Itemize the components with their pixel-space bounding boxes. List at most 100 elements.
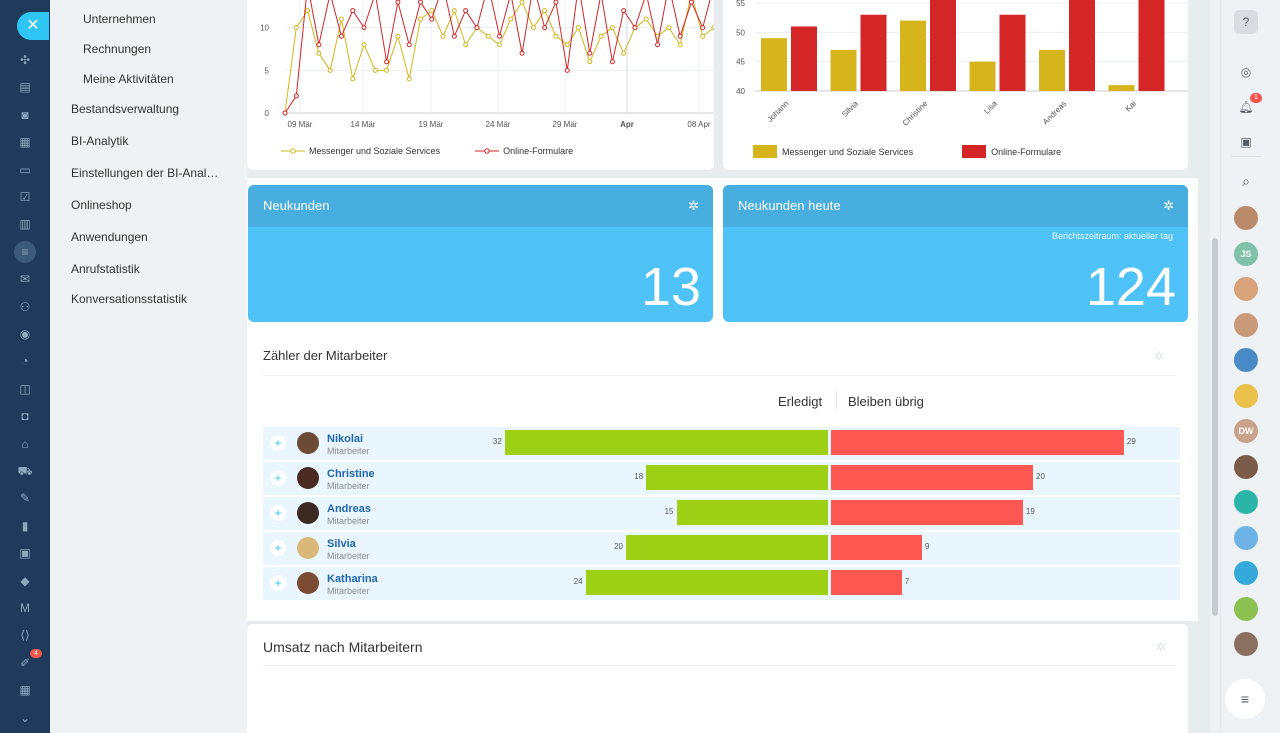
group-avatar[interactable]	[1234, 312, 1258, 337]
group-avatar[interactable]	[1234, 525, 1258, 550]
done-bar[interactable]	[646, 465, 828, 490]
employee-name[interactable]: Andreas	[327, 503, 372, 515]
group-icon[interactable]: ⚇	[19, 299, 31, 314]
menu-item[interactable]: Meine Aktivitäten	[83, 72, 174, 86]
user-avatar[interactable]	[1234, 206, 1258, 230]
calendar-icon[interactable]: ▦	[19, 135, 31, 150]
user-avatar-js[interactable]: JS	[1234, 241, 1258, 266]
bell-icon[interactable]: 🔔︎	[1238, 100, 1254, 114]
expand-button[interactable]: +	[270, 470, 286, 486]
search-icon[interactable]: ⌕	[1242, 173, 1250, 189]
data-point	[576, 25, 582, 31]
more-icon[interactable]: ⌄	[19, 710, 31, 725]
column-header-done: Erledigt	[778, 394, 823, 409]
robot-icon[interactable]: ◘	[21, 409, 29, 424]
code-icon[interactable]: ⟨⟩	[20, 628, 30, 643]
remaining-bar[interactable]	[831, 535, 922, 560]
x-tick-label: 08 Apr	[687, 120, 710, 129]
chat-avatar[interactable]	[1234, 490, 1258, 514]
target-icon[interactable]: ◉	[19, 327, 31, 341]
box-icon[interactable]: ◆	[20, 573, 30, 588]
menu-item[interactable]: Onlineshop	[71, 198, 132, 212]
chat-icon[interactable]: ◙	[21, 107, 29, 122]
employee-name[interactable]: Silvia	[327, 538, 356, 550]
done-bar[interactable]	[585, 570, 828, 595]
menu-item[interactable]: Bestandsverwaltung	[71, 102, 180, 116]
remaining-bar[interactable]	[831, 430, 1124, 455]
feed-icon[interactable]: ▤	[19, 80, 31, 95]
user-avatar[interactable]	[1234, 632, 1258, 656]
bar-chart-legend: Messenger und Soziale Services Online-Fo…	[753, 145, 1061, 158]
bookmark-avatar[interactable]	[1234, 561, 1258, 585]
sign-icon[interactable]: ✎	[19, 491, 31, 506]
data-point	[621, 50, 627, 56]
drive-icon[interactable]: ▥	[19, 217, 31, 232]
group-avatar[interactable]	[1234, 348, 1258, 372]
menu-icon[interactable]: ≡	[1225, 679, 1265, 719]
main-scrollbar[interactable]	[1210, 0, 1220, 733]
employee-name[interactable]: Katharina	[327, 573, 378, 585]
analytics-icon[interactable]: ◔	[21, 354, 29, 369]
expand-button[interactable]: +	[270, 435, 286, 451]
remaining-bar[interactable]	[831, 500, 1023, 525]
category-label: Johann	[765, 99, 790, 124]
gear-icon[interactable]: ✲	[1163, 198, 1174, 213]
x-tick-label: 29 Mär	[553, 120, 578, 129]
store-icon[interactable]: ⌂	[21, 436, 29, 451]
mail-icon[interactable]: ✉	[19, 272, 31, 287]
bar-forms	[860, 14, 887, 91]
done-bar[interactable]	[676, 500, 828, 525]
doc-avatar[interactable]	[1234, 596, 1258, 621]
employee-name[interactable]: Christine	[327, 468, 375, 480]
data-point	[395, 33, 401, 39]
tasks-icon[interactable]: ☑	[19, 190, 31, 204]
done-bar[interactable]	[504, 430, 828, 455]
group-avatar[interactable]	[1234, 277, 1258, 301]
edit-icon[interactable]: ✐	[19, 655, 31, 670]
remaining-bar[interactable]	[831, 570, 902, 595]
copilot-icon[interactable]: ◎	[1240, 65, 1252, 79]
scrollbar-thumb[interactable]	[1212, 238, 1218, 616]
calendar-grid-icon[interactable]: ▦	[19, 683, 31, 698]
menu-item[interactable]: Konversationsstatistik	[71, 292, 188, 306]
remaining-bar[interactable]	[831, 465, 1033, 490]
help-icon[interactable]: ?	[1234, 10, 1258, 34]
user-avatar[interactable]	[1234, 454, 1258, 479]
menu-item[interactable]: Einstellungen der BI-Anal…	[71, 166, 219, 180]
message-icon[interactable]: ▣	[1240, 135, 1252, 149]
gear-icon[interactable]: ✲	[688, 198, 699, 213]
bar-messenger	[900, 20, 926, 92]
tile-value: 124	[1085, 257, 1176, 317]
menu-item[interactable]: Unternehmen	[83, 12, 156, 26]
employee-name[interactable]: Nikolai	[327, 433, 364, 445]
expand-button[interactable]: +	[270, 505, 286, 521]
employees-settings-icon[interactable]: ✲	[1153, 349, 1164, 363]
menu-item[interactable]: Rechnungen	[83, 42, 152, 56]
data-point	[497, 33, 502, 39]
id-card-icon[interactable]: ▣	[19, 546, 31, 561]
chat-avatar[interactable]	[1234, 383, 1258, 408]
data-point	[587, 50, 593, 56]
close-icon: ✕	[26, 17, 40, 34]
bar-messenger	[1108, 85, 1135, 91]
cart-icon[interactable]: ⛟	[17, 464, 33, 478]
crm-icon[interactable]: ✣	[19, 53, 31, 67]
column-divider	[836, 391, 837, 409]
filter-icon[interactable]: ≡	[14, 240, 36, 263]
expand-button[interactable]: +	[270, 575, 286, 591]
done-value: 20	[614, 542, 623, 551]
menu-item[interactable]: Anrufstatistik	[71, 262, 140, 276]
menu-item[interactable]: BI-Analytik	[71, 134, 129, 148]
legend-label-messenger: Messenger und Soziale Services	[782, 146, 914, 157]
revenue-settings-icon[interactable]: ✲	[1155, 640, 1166, 654]
close-menu-button[interactable]: ✕	[17, 12, 49, 40]
contact-center-icon[interactable]: ◫	[19, 381, 31, 396]
docs-icon[interactable]: ▭	[19, 162, 31, 177]
chart-icon[interactable]: ▮	[21, 518, 29, 533]
menu-item[interactable]: Anwendungen	[71, 230, 148, 244]
data-point	[677, 42, 683, 48]
done-bar[interactable]	[626, 535, 828, 560]
user-avatar-dw[interactable]: DW	[1234, 419, 1258, 443]
expand-button[interactable]: +	[270, 540, 286, 556]
marketing-icon[interactable]: M	[20, 601, 30, 615]
